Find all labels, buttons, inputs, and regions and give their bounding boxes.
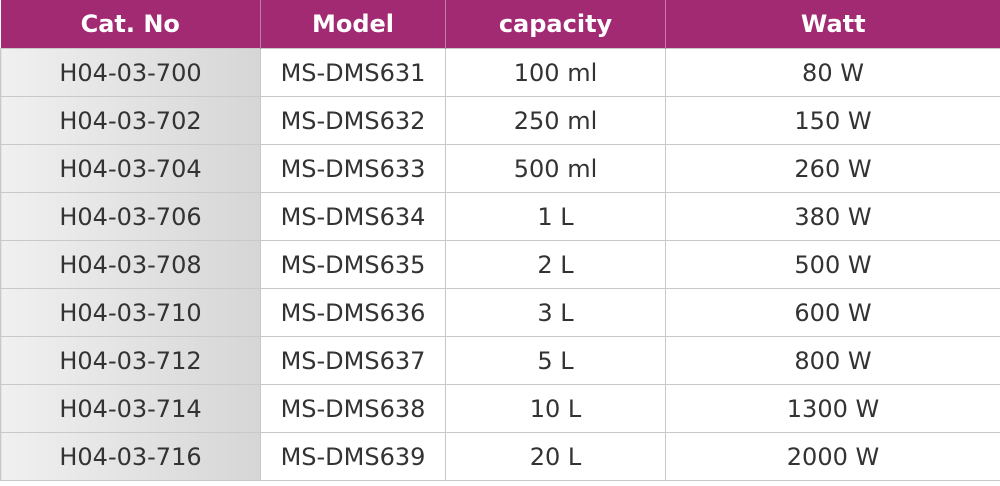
table-cell: 800 W	[665, 336, 1000, 385]
table-cell: 5 L	[445, 336, 666, 385]
table-cell: H04-03-702	[0, 96, 261, 145]
table-row: H04-03-706 MS-DMS634 1 L 380 W	[0, 192, 1000, 241]
table-cell: MS-DMS638	[260, 384, 446, 433]
table-cell: 2 L	[445, 240, 666, 289]
table-cell: H04-03-708	[0, 240, 261, 289]
table-cell: 250 ml	[445, 96, 666, 145]
header-row: Cat. No Model capacity Watt	[0, 0, 1000, 49]
table-row: H04-03-702 MS-DMS632 250 ml 150 W	[0, 96, 1000, 145]
table-cell: 150 W	[665, 96, 1000, 145]
table-row: H04-03-714 MS-DMS638 10 L 1300 W	[0, 384, 1000, 433]
table-row: H04-03-716 MS-DMS639 20 L 2000 W	[0, 432, 1000, 481]
table-cell: H04-03-710	[0, 288, 261, 337]
table-cell: 380 W	[665, 192, 1000, 241]
table-cell: MS-DMS639	[260, 432, 446, 481]
table-cell: MS-DMS631	[260, 48, 446, 97]
table-cell: H04-03-700	[0, 48, 261, 97]
table-row: H04-03-712 MS-DMS637 5 L 800 W	[0, 336, 1000, 385]
header-cell: Cat. No	[0, 0, 261, 49]
table-cell: H04-03-716	[0, 432, 261, 481]
table-cell: H04-03-712	[0, 336, 261, 385]
table-cell: 10 L	[445, 384, 666, 433]
header-cell: capacity	[445, 0, 666, 49]
table-row: H04-03-708 MS-DMS635 2 L 500 W	[0, 240, 1000, 289]
table-row: H04-03-710 MS-DMS636 3 L 600 W	[0, 288, 1000, 337]
table-cell: 500 ml	[445, 144, 666, 193]
table-cell: H04-03-704	[0, 144, 261, 193]
table-cell: MS-DMS634	[260, 192, 446, 241]
table-cell: 260 W	[665, 144, 1000, 193]
table-cell: MS-DMS635	[260, 240, 446, 289]
table-cell: MS-DMS633	[260, 144, 446, 193]
table-cell: MS-DMS637	[260, 336, 446, 385]
table-cell: 80 W	[665, 48, 1000, 97]
table-row: H04-03-700 MS-DMS631 100 ml 80 W	[0, 48, 1000, 97]
table-cell: MS-DMS636	[260, 288, 446, 337]
header-cell: Model	[260, 0, 446, 49]
header-cell: Watt	[665, 0, 1000, 49]
table-cell: 1300 W	[665, 384, 1000, 433]
table-cell: 600 W	[665, 288, 1000, 337]
table-cell: 2000 W	[665, 432, 1000, 481]
table-cell: 100 ml	[445, 48, 666, 97]
table-cell: H04-03-706	[0, 192, 261, 241]
table-body: H04-03-700 MS-DMS631 100 ml 80 W H04-03-702 M…	[0, 48, 1000, 481]
table-cell: 20 L	[445, 432, 666, 481]
table-row: H04-03-704 MS-DMS633 500 ml 260 W	[0, 144, 1000, 193]
table-cell: MS-DMS632	[260, 96, 446, 145]
table-cell: 3 L	[445, 288, 666, 337]
table-cell: 1 L	[445, 192, 666, 241]
table-cell: 500 W	[665, 240, 1000, 289]
table-cell: H04-03-714	[0, 384, 261, 433]
